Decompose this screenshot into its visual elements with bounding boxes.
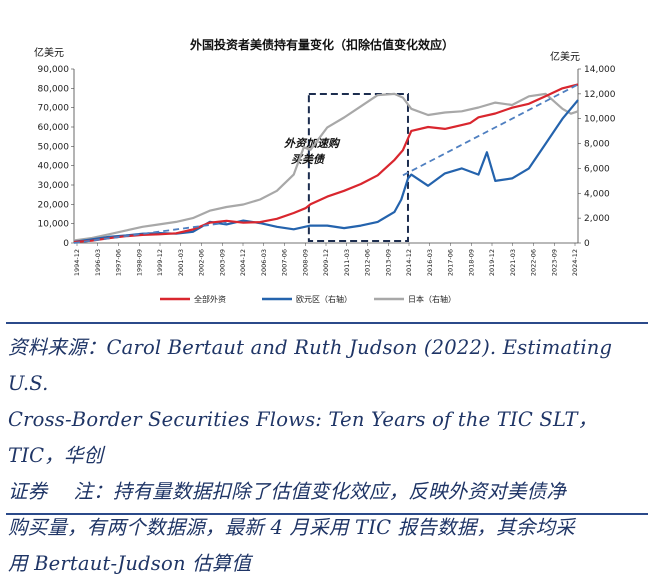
caption-line: 用 Bertaut-Judson 估算值 xyxy=(8,552,252,575)
x-tick-label: 2016-03 xyxy=(426,249,434,276)
chart-title: 外国投资者美债持有量变化（扣除估值变化效应） xyxy=(190,37,454,52)
trend-line xyxy=(402,83,579,177)
chart-container: 外国投资者美债持有量变化（扣除估值变化效应） 亿美元 亿美元 0 10,000 20… xyxy=(34,37,616,304)
x-tick-label: 2003-09 xyxy=(218,249,226,276)
caption-line: 资料来源：Carol Bertaut and Ruth Judson (2022… xyxy=(8,336,613,395)
x-tick-label: 2019-12 xyxy=(488,249,496,276)
x-tick-label: 1998-09 xyxy=(135,249,143,276)
x-tick-label: 1996-03 xyxy=(94,249,102,276)
series-line-total xyxy=(73,83,579,244)
x-tick-label: 1997-06 xyxy=(115,249,123,276)
x-tick-label: 2001-03 xyxy=(177,249,185,276)
x-tick-label: 2013-09 xyxy=(384,249,392,276)
y-right-tick-label: 6,000 xyxy=(584,164,610,174)
y-left-tick-label: 60,000 xyxy=(38,123,70,133)
x-tick-label: 2023-09 xyxy=(550,249,558,276)
y-left-tick-label: 70,000 xyxy=(38,104,70,114)
x-tick-label: 2008-09 xyxy=(301,249,309,276)
caption-line: Cross-Border Securities Flows: Ten Years… xyxy=(8,408,598,467)
x-tick-label: 2014-12 xyxy=(405,249,413,276)
chart: 外国投资者美债持有量变化（扣除估值变化效应） 亿美元 亿美元 0 10,000 20… xyxy=(34,37,616,304)
trend-line xyxy=(73,221,227,244)
y-right-tick-label: 2,000 xyxy=(584,214,610,224)
caption-divider-bottom xyxy=(6,513,648,515)
x-tick-label: 2004-12 xyxy=(239,249,247,276)
y-right-unit: 亿美元 xyxy=(550,50,580,63)
x-tick-label: 2021-03 xyxy=(509,249,517,276)
series-line-eurozone xyxy=(73,99,579,243)
x-tick-label: 2017-06 xyxy=(447,249,455,276)
y-left-tick-label: 80,000 xyxy=(38,84,70,94)
x-tick-label: 2006-03 xyxy=(260,249,268,276)
x-tick-label: 2009-12 xyxy=(322,249,330,276)
legend-label: 全部外资 xyxy=(194,294,226,304)
x-tick-label: 1994-12 xyxy=(73,249,81,276)
y-right-tick-label: 4,000 xyxy=(584,189,610,199)
legend-label: 日本（右轴） xyxy=(408,294,456,304)
y-left-tick-label: 40,000 xyxy=(38,162,70,172)
y-left-tick-label: 20,000 xyxy=(38,200,70,210)
x-tick-label: 2011-03 xyxy=(343,249,351,276)
y-left-tick-label: 30,000 xyxy=(38,181,70,191)
y-right-tick-label: 10,000 xyxy=(584,115,616,125)
caption-line: 购买量，有两个数据源，最新 4 月采用 TIC 报告数据，其余均采 xyxy=(8,516,575,539)
y-right-tick-label: 8,000 xyxy=(584,140,610,150)
highlight-box xyxy=(307,93,409,242)
y-right-tick-label: 0 xyxy=(584,239,590,249)
y-left-tick-label: 10,000 xyxy=(38,220,70,230)
caption-line: 证券 注：持有量数据扣除了估值变化效应，反映外资对美债净 xyxy=(8,480,566,503)
caption: 资料来源：Carol Bertaut and Ruth Judson (2022… xyxy=(8,330,648,582)
highlight-annotation: 外资加速购 xyxy=(283,137,341,150)
legend-label: 欧元区（右轴） xyxy=(296,294,352,304)
x-tick-label: 2022-06 xyxy=(530,249,538,276)
x-tick-label: 2002-06 xyxy=(198,249,206,276)
x-tick-label: 2018-09 xyxy=(467,249,475,276)
y-left-tick-label: 90,000 xyxy=(38,65,70,75)
x-tick-label: 2012-06 xyxy=(364,249,372,276)
y-left-tick-label: 0 xyxy=(63,239,69,249)
y-right-tick-label: 14,000 xyxy=(584,65,616,75)
caption-divider-top xyxy=(6,322,648,324)
y-left-unit: 亿美元 xyxy=(34,46,64,59)
y-left-tick-label: 50,000 xyxy=(38,142,70,152)
x-tick-label: 2024-12 xyxy=(571,249,579,276)
highlight-annotation: 买美债 xyxy=(291,153,326,166)
series-line-japan xyxy=(73,92,579,242)
y-right-tick-label: 12,000 xyxy=(584,90,616,100)
x-tick-label: 2007-06 xyxy=(281,249,289,276)
x-tick-label: 1999-12 xyxy=(156,249,164,276)
